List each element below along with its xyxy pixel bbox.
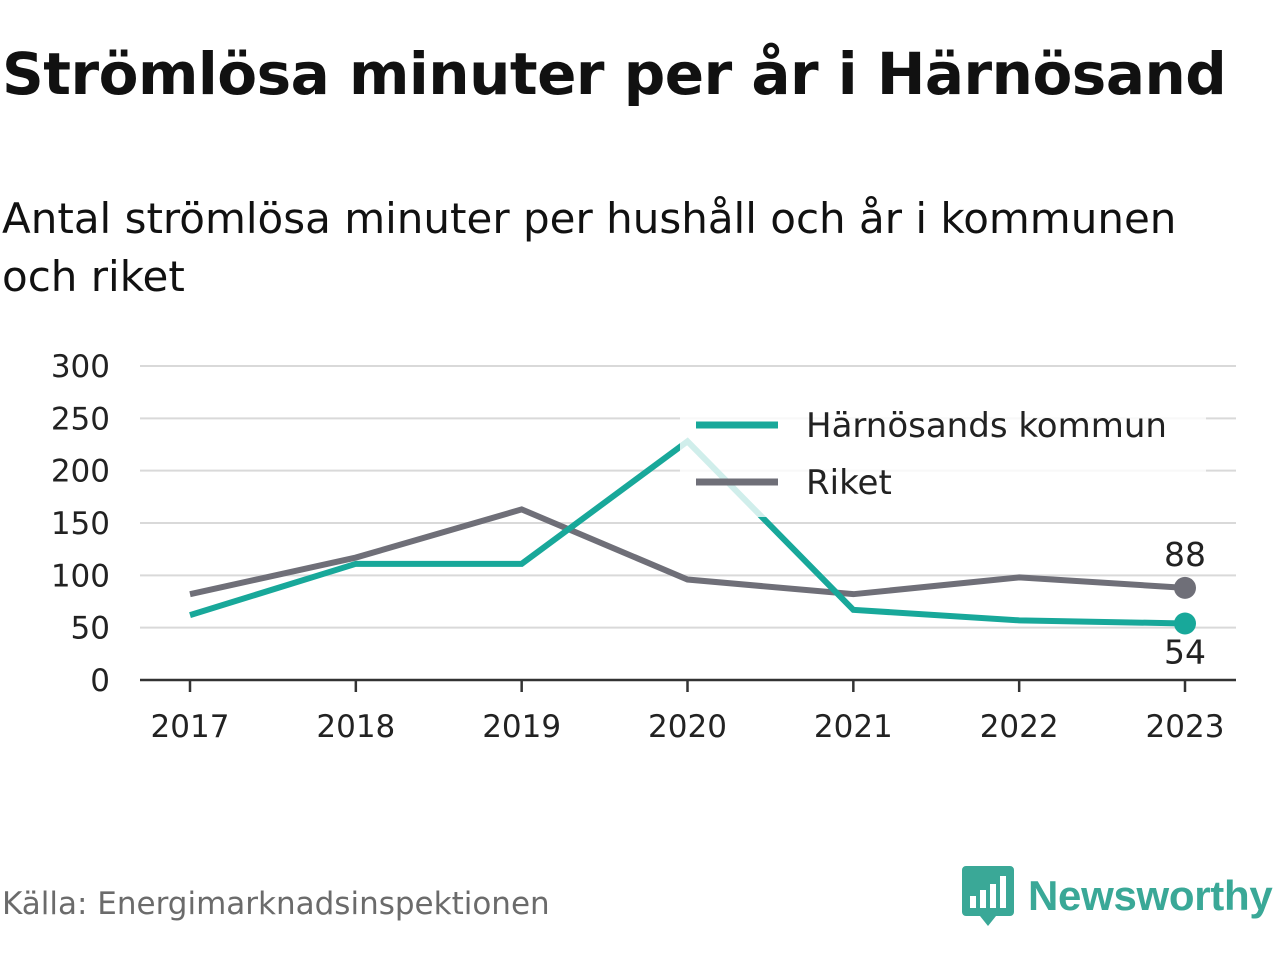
series-line-riket [189, 506, 1186, 598]
legend-label: Härnösands kommun [806, 406, 1167, 446]
x-tick-label: 2020 [648, 709, 727, 745]
x-tick-label: 2022 [980, 709, 1059, 745]
y-tick-label: 250 [51, 401, 110, 437]
legend: Härnösands kommun Riket [680, 395, 1206, 517]
x-tick-label: 2023 [1146, 709, 1225, 745]
x-tick-label: 2021 [814, 709, 893, 745]
bar-chart-speech-bubble-icon [962, 866, 1014, 926]
x-tick-label: 2017 [151, 709, 230, 745]
series-end-markers: 54 88 [1164, 535, 1206, 672]
y-tick-label: 150 [51, 506, 110, 542]
legend-background [680, 395, 1206, 517]
y-tick-label: 0 [90, 663, 110, 699]
brand-logo: Newsworthy [962, 864, 1273, 928]
x-tick-label: 2018 [316, 709, 395, 745]
y-tick-label: 200 [51, 454, 110, 490]
end-point-marker [1174, 576, 1196, 599]
y-tick-label: 100 [51, 558, 110, 594]
x-tick-label: 2019 [482, 709, 561, 745]
y-tick-label: 50 [71, 611, 110, 647]
end-point-marker [1174, 612, 1196, 635]
x-axis-tick-labels: 2017 2018 2019 2020 2021 2022 2023 [151, 709, 1225, 745]
end-value-label: 88 [1164, 535, 1206, 574]
brand-name: Newsworthy [1028, 872, 1273, 919]
chart-subtitle: Antal strömlösa minuter per hushåll och … [2, 194, 1177, 301]
y-axis-tick-labels: 0 50 100 150 200 250 300 [51, 349, 110, 699]
source-note: Källa: Energimarknadsinspektionen [2, 886, 550, 922]
chart-title: Strömlösa minuter per år i Härnösand [2, 40, 1227, 108]
legend-label: Riket [806, 463, 892, 503]
x-axis [140, 678, 1236, 692]
end-value-label: 54 [1164, 632, 1206, 671]
y-tick-label: 300 [51, 349, 110, 385]
